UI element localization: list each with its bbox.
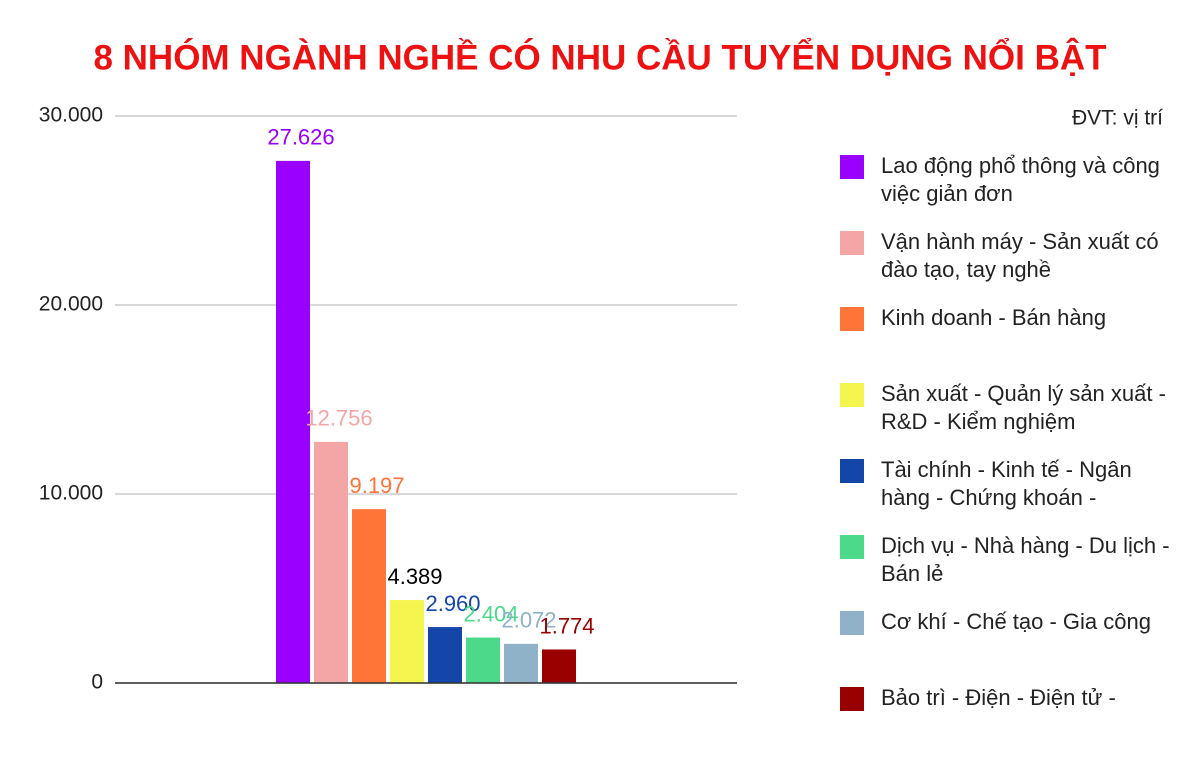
legend-label: Bảo trì - Điện - Điện tử - — [881, 685, 1116, 710]
data-label: 4.389 — [387, 564, 442, 589]
legend-swatch — [840, 535, 864, 559]
data-label: 9.197 — [349, 473, 404, 498]
data-label: 12.756 — [305, 406, 372, 431]
legend-item: Lao động phổ thông và công việc giản đơn — [840, 152, 1170, 208]
legend-swatch — [840, 231, 864, 255]
legend-label: Sản xuất - Quản lý sản xuất - R&D - Kiểm… — [881, 381, 1166, 434]
legend-item: Tài chính - Kinh tế - Ngân hàng - Chứng … — [840, 456, 1170, 512]
y-tick-label: 0 — [91, 671, 103, 694]
bar — [276, 160, 310, 684]
bar — [314, 441, 348, 683]
legend-label: Dịch vụ - Nhà hàng - Du lịch - Bán lẻ — [881, 533, 1170, 586]
legend-swatch — [840, 383, 864, 407]
bar — [390, 600, 424, 683]
bar — [428, 627, 462, 683]
legend-label: Tài chính - Kinh tế - Ngân hàng - Chứng … — [881, 457, 1132, 510]
legend-swatch — [840, 687, 864, 711]
y-tick-label: 10.000 — [39, 482, 103, 505]
bar — [466, 637, 500, 683]
legend-item: Cơ khí - Chế tạo - Gia công — [840, 608, 1170, 636]
legend-item: Dịch vụ - Nhà hàng - Du lịch - Bán lẻ — [840, 532, 1170, 588]
legend-label: Lao động phổ thông và công việc giản đơn — [881, 153, 1160, 206]
legend-swatch — [840, 155, 864, 179]
legend-label: Vận hành máy - Sản xuất có đào tạo, tay … — [881, 229, 1159, 282]
chart-title: 8 NHÓM NGÀNH NGHỀ CÓ NHU CẦU TUYỂN DỤNG … — [93, 37, 1106, 77]
data-label: 2.404 — [463, 601, 518, 626]
data-label: 27.626 — [267, 125, 334, 150]
y-tick-label: 20.000 — [39, 293, 103, 316]
legend-label: Kinh doanh - Bán hàng — [881, 305, 1107, 330]
legend-item: Vận hành máy - Sản xuất có đào tạo, tay … — [840, 228, 1170, 284]
legend-item: Sản xuất - Quản lý sản xuất - R&D - Kiểm… — [840, 380, 1170, 436]
bar — [542, 649, 576, 683]
bar — [504, 643, 538, 683]
y-tick-label: 30.000 — [39, 104, 103, 127]
legend-label: Cơ khí - Chế tạo - Gia công — [881, 609, 1151, 634]
legend-item: Bảo trì - Điện - Điện tử - — [840, 684, 1170, 712]
unit-note: ĐVT: vị trí — [1072, 107, 1163, 130]
legend-swatch — [840, 611, 864, 635]
legend-item: Kinh doanh - Bán hàng — [840, 304, 1170, 332]
data-label: 2.960 — [425, 591, 480, 616]
bar — [352, 509, 386, 683]
legend-swatch — [840, 459, 864, 483]
data-label: 2.072 — [501, 608, 556, 633]
legend-swatch — [840, 307, 864, 331]
data-label: 1.774 — [539, 613, 594, 638]
